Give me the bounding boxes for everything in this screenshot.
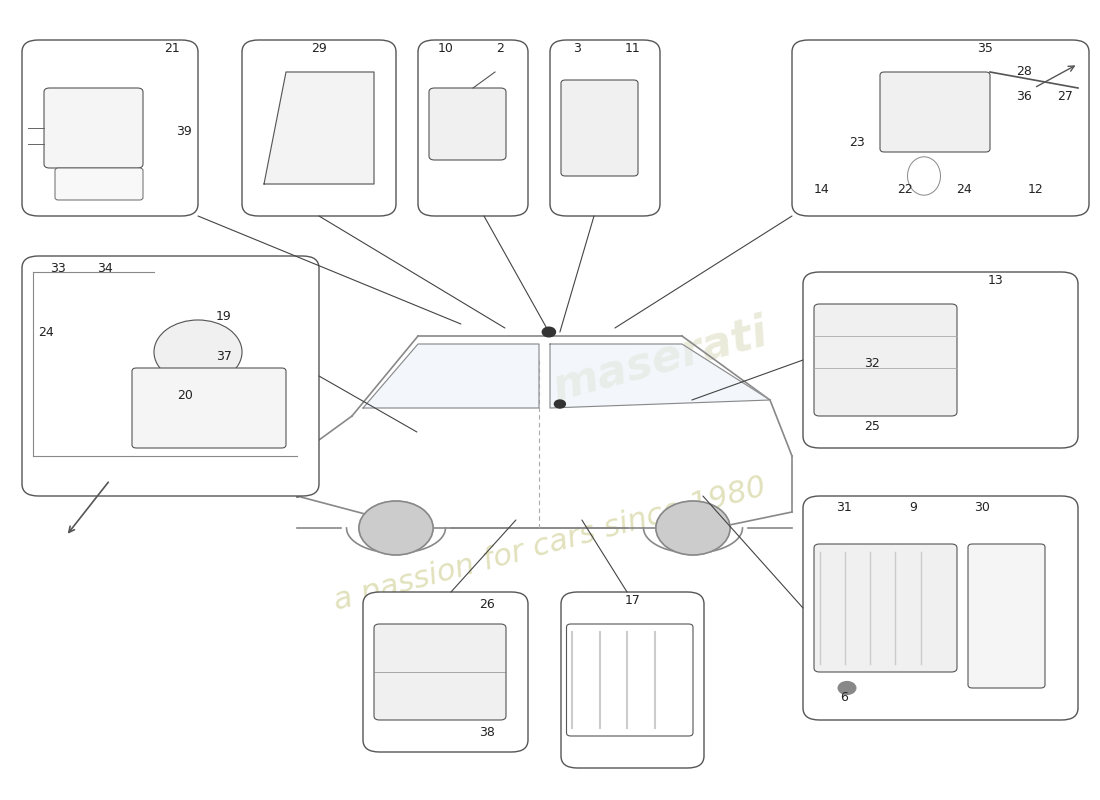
Text: 10: 10 [438, 42, 453, 55]
FancyBboxPatch shape [550, 40, 660, 216]
FancyBboxPatch shape [561, 80, 638, 176]
Circle shape [554, 400, 565, 408]
Text: 14: 14 [814, 183, 829, 196]
Text: 26: 26 [478, 598, 495, 611]
FancyBboxPatch shape [792, 40, 1089, 216]
FancyBboxPatch shape [429, 88, 506, 160]
Text: maserati: maserati [548, 310, 772, 410]
Text: 17: 17 [625, 594, 640, 607]
Circle shape [838, 682, 856, 694]
FancyBboxPatch shape [22, 40, 198, 216]
FancyBboxPatch shape [880, 72, 990, 152]
Text: 35: 35 [977, 42, 993, 55]
FancyBboxPatch shape [242, 40, 396, 216]
Text: 13: 13 [988, 274, 1003, 287]
Circle shape [154, 320, 242, 384]
Text: 29: 29 [311, 42, 327, 55]
FancyBboxPatch shape [132, 368, 286, 448]
Text: a passion for cars since 1980: a passion for cars since 1980 [331, 472, 769, 616]
Polygon shape [264, 72, 374, 184]
Text: 28: 28 [1015, 65, 1032, 78]
Polygon shape [550, 344, 770, 408]
Text: 3: 3 [573, 42, 582, 55]
Text: 24: 24 [37, 326, 54, 339]
Text: 25: 25 [864, 420, 880, 434]
Text: 38: 38 [478, 726, 495, 739]
Text: 33: 33 [50, 262, 66, 274]
FancyBboxPatch shape [374, 624, 506, 720]
Text: 21: 21 [164, 42, 179, 55]
Text: 24: 24 [956, 183, 972, 196]
Text: 39: 39 [176, 125, 191, 138]
FancyBboxPatch shape [803, 272, 1078, 448]
Polygon shape [363, 344, 539, 408]
Text: 19: 19 [216, 310, 232, 322]
Text: 37: 37 [216, 350, 232, 363]
Text: 11: 11 [625, 42, 640, 55]
FancyBboxPatch shape [55, 168, 143, 200]
FancyBboxPatch shape [968, 544, 1045, 688]
Text: 22: 22 [896, 183, 913, 196]
FancyBboxPatch shape [814, 544, 957, 672]
Text: 36: 36 [1015, 90, 1032, 103]
Text: 31: 31 [836, 501, 852, 514]
Text: 32: 32 [864, 357, 880, 370]
Text: 30: 30 [974, 501, 990, 514]
Text: 12: 12 [1027, 183, 1044, 196]
Circle shape [359, 501, 433, 555]
FancyBboxPatch shape [418, 40, 528, 216]
FancyBboxPatch shape [363, 592, 528, 752]
Text: 23: 23 [849, 135, 866, 149]
FancyBboxPatch shape [803, 496, 1078, 720]
FancyBboxPatch shape [44, 88, 143, 168]
Circle shape [542, 327, 556, 337]
Text: 20: 20 [177, 389, 194, 402]
FancyBboxPatch shape [22, 256, 319, 496]
Circle shape [656, 501, 730, 555]
FancyBboxPatch shape [814, 304, 957, 416]
Text: 2: 2 [496, 42, 505, 55]
Text: 27: 27 [1057, 90, 1074, 103]
Text: 9: 9 [909, 501, 917, 514]
Text: 6: 6 [840, 691, 848, 704]
Text: 34: 34 [97, 262, 113, 274]
FancyBboxPatch shape [561, 592, 704, 768]
